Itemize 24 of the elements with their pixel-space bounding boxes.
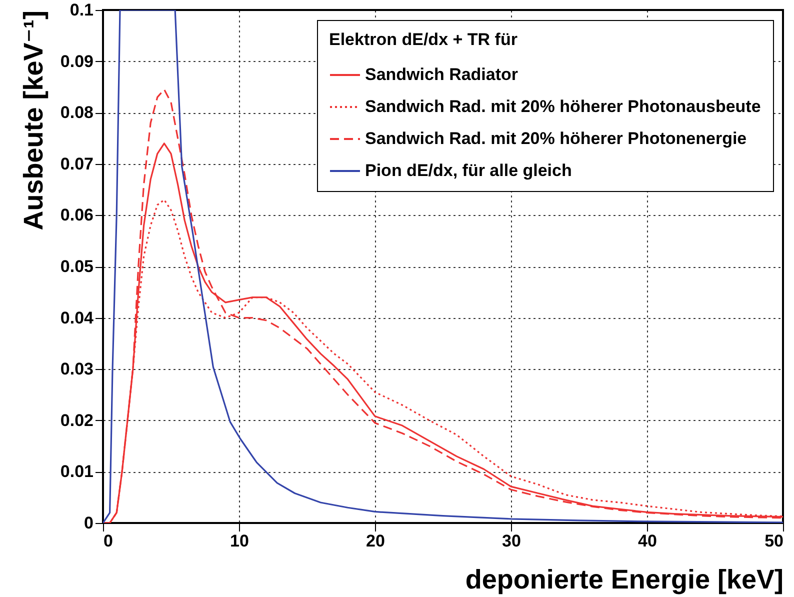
y-tick-label: 0.08 [60,103,94,122]
y-tick-label: 0 [84,514,94,532]
y-tick-label: 0.05 [60,257,94,276]
y-tick-label: 0.06 [60,206,94,225]
x-tick-label: 30 [502,532,521,550]
y-tick-label: 0.09 [60,52,94,71]
y-tick-label: 0.02 [60,410,94,430]
x-tick-label: 20 [366,532,385,550]
legend-label: Sandwich Rad. mit 20% höherer Photonausbeute [365,97,761,116]
x-axis-title: deponierte Energie [keV] [465,564,784,594]
y-tick-label: 0.01 [60,462,94,482]
legend-label: Sandwich Rad. mit 20% höherer Photonenergie [365,129,747,148]
y-tick-label: 0.03 [60,360,94,379]
legend-title: Elektron dE/dx + TR für [329,30,518,49]
x-tick-label: 0 [104,532,113,550]
legend-label: Pion dE/dx, für alle gleich [365,161,572,180]
y-tick-label: 0.07 [60,154,94,174]
x-tick-label: 10 [230,532,249,550]
y-tick-label: 0.04 [60,308,94,328]
legend-label: Sandwich Radiator [365,65,518,84]
x-tick-label: 50 [764,532,784,550]
y-axis-title: Ausbeute [keV⁻¹] [18,10,48,230]
y-tick-label: 0.1 [70,0,94,20]
x-tick-label: 40 [638,532,657,550]
